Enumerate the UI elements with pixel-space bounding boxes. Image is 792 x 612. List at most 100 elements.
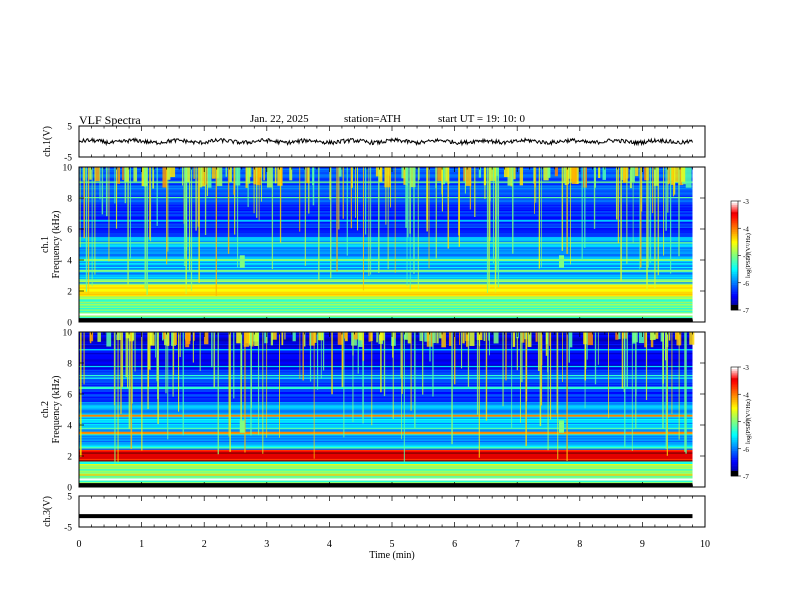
colorbar-segment	[731, 443, 738, 446]
spectrogram-row	[79, 309, 693, 311]
high-frequency-activity	[89, 167, 92, 180]
colorbar-tick-label: -4	[743, 225, 749, 233]
colorbar-segment	[731, 372, 738, 375]
spectrogram-row	[79, 250, 693, 253]
colorbar-segment	[731, 202, 738, 205]
spectrogram-row	[79, 343, 693, 346]
colorbar-segment	[731, 426, 738, 430]
colorbar-segment	[731, 425, 738, 428]
high-frequency-activity	[685, 167, 692, 188]
spectrogram-row	[79, 370, 693, 373]
high-frequency-activity	[201, 167, 206, 187]
spectrogram-row	[79, 470, 693, 472]
colorbar-segment	[731, 399, 738, 402]
spectrogram-row	[79, 409, 693, 412]
high-frequency-activity	[418, 167, 420, 180]
high-frequency-activity	[216, 167, 223, 187]
colorbar-segment	[731, 273, 738, 276]
spectrogram-row	[79, 444, 693, 446]
spectrogram-row	[79, 436, 693, 439]
spectrogram-row	[79, 457, 693, 459]
high-frequency-activity	[394, 332, 396, 339]
spectrogram-row	[79, 465, 693, 467]
spectrogram-row	[79, 243, 693, 245]
panel-frames	[78, 125, 706, 528]
spectrogram-row	[79, 379, 693, 382]
high-frequency-activity	[419, 332, 424, 342]
spectrogram-row	[79, 374, 693, 377]
colorbar-segment	[731, 388, 738, 391]
spectrogram-row	[79, 332, 693, 334]
high-frequency-activity	[229, 167, 232, 182]
colorbar-title: log(PSD)(V²/Hz)	[745, 233, 752, 278]
spectrogram-row	[79, 396, 693, 399]
colorbar-segment	[731, 410, 738, 413]
spectrogram-row	[79, 342, 693, 344]
colorbar-segment	[731, 213, 738, 216]
spectrogram-row	[79, 351, 693, 353]
burst-mark	[559, 255, 565, 268]
colorbar-segment	[731, 306, 738, 309]
spectrogram-row	[79, 225, 693, 227]
colorbar-segment	[731, 436, 738, 439]
high-frequency-activity	[439, 332, 443, 339]
high-frequency-activity	[306, 167, 310, 184]
spectrogram-row	[79, 480, 693, 483]
colorbar-segment	[731, 210, 738, 213]
tone-line	[79, 279, 693, 282]
spectrogram-row	[79, 434, 693, 436]
colorbar-segment	[731, 231, 738, 234]
spectrogram-row	[79, 235, 693, 238]
spectrogram-row	[79, 435, 693, 437]
spectrogram-row	[79, 369, 693, 372]
high-frequency-activity	[343, 332, 347, 339]
spectrogram-row	[79, 408, 693, 410]
colorbar-segment	[731, 448, 738, 451]
high-frequency-activity	[152, 167, 155, 189]
colorbar-segment	[731, 215, 738, 218]
spectrogram-row	[79, 257, 693, 260]
y-tick-label: 2	[67, 288, 72, 298]
high-frequency-activity	[678, 167, 684, 186]
high-frequency-activity	[173, 332, 177, 345]
high-frequency-activity	[635, 167, 639, 177]
colorbar-segment	[731, 379, 738, 382]
spectrogram-row	[79, 310, 693, 312]
y-tick-label: 0	[67, 484, 72, 494]
high-frequency-activity	[236, 332, 241, 344]
colorbar-segment	[731, 468, 738, 471]
high-frequency-activity	[436, 332, 439, 344]
colorbar-segment	[731, 237, 738, 240]
strong-band-line	[79, 453, 693, 457]
colorbar-segment	[731, 412, 738, 415]
spectrogram-row	[79, 397, 693, 400]
high-frequency-activity	[668, 332, 671, 341]
high-frequency-activity	[564, 167, 568, 186]
high-frequency-activity	[653, 332, 659, 339]
high-frequency-activity	[549, 332, 551, 346]
x-tick-label: 0	[77, 539, 82, 550]
high-frequency-activity	[338, 167, 342, 177]
colorbar-segment	[731, 230, 738, 233]
high-frequency-activity	[170, 167, 176, 178]
high-frequency-activity	[185, 332, 190, 348]
ch3-y-title: ch.3(V)	[42, 496, 53, 527]
spectrogram-row	[79, 417, 693, 419]
spectrogram-row	[79, 373, 693, 375]
spectrogram-row	[79, 377, 693, 379]
colorbar-segment	[731, 208, 738, 211]
spectrogram-row	[79, 253, 693, 256]
high-frequency-activity	[258, 167, 262, 178]
spectrogram-row	[79, 256, 693, 258]
high-frequency-activity	[617, 332, 621, 340]
spectrogram-row	[79, 472, 693, 475]
spectrogram-row	[79, 425, 693, 427]
spectrogram-row	[79, 356, 693, 359]
spectrogram-row	[79, 240, 693, 243]
spectrogram-row	[79, 404, 693, 406]
colorbar-segment	[731, 304, 738, 307]
high-frequency-activity	[519, 167, 524, 186]
high-frequency-activity	[554, 167, 558, 177]
spectrogram-row	[79, 338, 693, 341]
spectrogram-row	[79, 267, 693, 270]
